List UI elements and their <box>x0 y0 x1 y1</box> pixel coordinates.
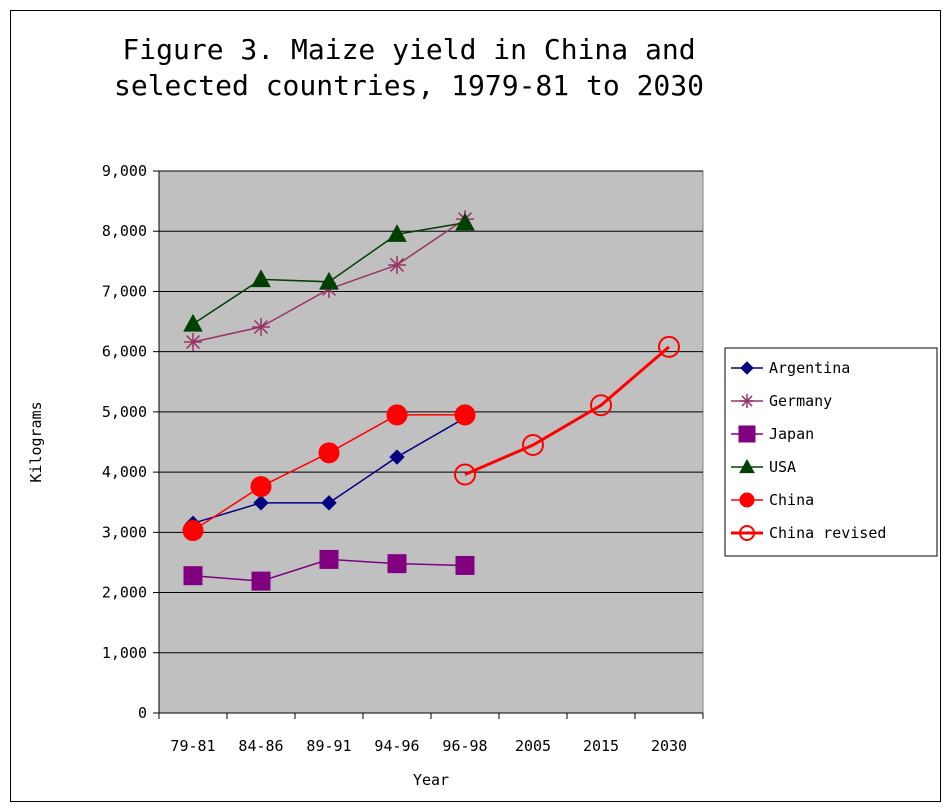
y-tick-label: 6,000 <box>102 343 147 361</box>
x-tick-label: 94-96 <box>374 737 419 755</box>
point-marker <box>454 404 476 426</box>
legend: Argentina Germany Japan USA China China revis… <box>724 347 938 557</box>
point-marker <box>386 404 408 426</box>
gridlines <box>159 170 703 654</box>
series-china-revised <box>454 335 680 486</box>
point-marker <box>454 463 476 486</box>
legend-label: China revised <box>769 524 886 542</box>
point-marker <box>740 394 754 408</box>
point-marker <box>183 566 203 586</box>
chart-title-line-2: selected countries, 1979-81 to 2030 <box>114 69 704 102</box>
y-tick-label: 4,000 <box>102 463 147 481</box>
point-marker <box>251 571 271 591</box>
y-tick-label: 0 <box>138 704 147 722</box>
point-marker <box>321 495 337 511</box>
series-china <box>182 404 476 542</box>
point-marker <box>253 495 269 511</box>
x-tick-label: 84-86 <box>238 737 283 755</box>
series-japan <box>183 549 475 591</box>
point-marker <box>738 425 756 443</box>
legend-box <box>724 347 938 557</box>
axes <box>153 170 704 719</box>
point-marker <box>522 434 544 457</box>
point-marker <box>739 525 755 541</box>
point-marker <box>739 492 755 508</box>
y-tick-label: 3,000 <box>102 523 147 541</box>
x-tick-label: 96-98 <box>442 737 487 755</box>
legend-label: China <box>769 491 814 509</box>
x-tick-label: 2005 <box>515 737 551 755</box>
legend-item: Japan <box>731 425 814 443</box>
point-marker <box>389 449 405 465</box>
point-marker <box>184 333 202 352</box>
point-marker <box>251 269 271 288</box>
point-marker <box>388 255 406 274</box>
y-tick-label: 1,000 <box>102 644 147 662</box>
legend-label: Germany <box>769 392 832 410</box>
legend-item: China revised <box>731 524 886 542</box>
chart-title-line-1: Figure 3. Maize yield in China and <box>122 33 695 66</box>
legend-item: USA <box>731 458 796 476</box>
point-marker <box>387 554 407 574</box>
series-line <box>464 345 670 476</box>
x-tick-labels: 79-81 84-86 89-91 94-96 96-98 2005 2015 2030 <box>170 737 687 755</box>
y-tick-label: 8,000 <box>102 222 147 240</box>
legend-label: USA <box>769 458 796 476</box>
point-marker <box>183 313 203 332</box>
point-marker <box>740 361 754 375</box>
x-tick-label: 2015 <box>583 737 619 755</box>
y-tick-labels: 0 1,000 2,000 3,000 4,000 5,000 6,000 7,000 8,00… <box>102 162 147 722</box>
x-tick-label: 89-91 <box>306 737 351 755</box>
legend-label: Argentina <box>769 359 850 377</box>
point-marker <box>318 442 340 464</box>
y-tick-label: 2,000 <box>102 584 147 602</box>
point-marker <box>455 212 475 231</box>
legend-item: Germany <box>731 392 832 410</box>
y-tick-label: 5,000 <box>102 403 147 421</box>
x-axis-title: Year <box>413 771 449 789</box>
y-tick-label: 7,000 <box>102 282 147 300</box>
x-tick-label: 79-81 <box>170 737 215 755</box>
point-marker <box>319 271 339 290</box>
y-axis-title: Kilograms <box>27 401 45 482</box>
point-marker <box>182 520 204 542</box>
plot-area <box>158 170 704 714</box>
point-marker <box>658 335 680 358</box>
chart-frame: Figure 3. Maize yield in China and selec… <box>10 10 941 802</box>
legend-item: Argentina <box>731 359 850 377</box>
point-marker <box>252 317 270 336</box>
point-marker <box>387 224 407 242</box>
point-marker <box>250 476 272 498</box>
point-marker <box>739 458 755 474</box>
point-marker <box>319 549 339 569</box>
maize-yield-chart: Figure 3. Maize yield in China and selec… <box>27 33 938 789</box>
legend-item: China <box>731 491 814 509</box>
series-usa <box>183 212 475 332</box>
y-tick-label: 9,000 <box>102 162 147 180</box>
x-tick-label: 2030 <box>651 737 687 755</box>
series-lines <box>182 210 680 591</box>
legend-label: Japan <box>769 425 814 443</box>
point-marker <box>590 394 612 417</box>
point-marker <box>455 555 475 575</box>
